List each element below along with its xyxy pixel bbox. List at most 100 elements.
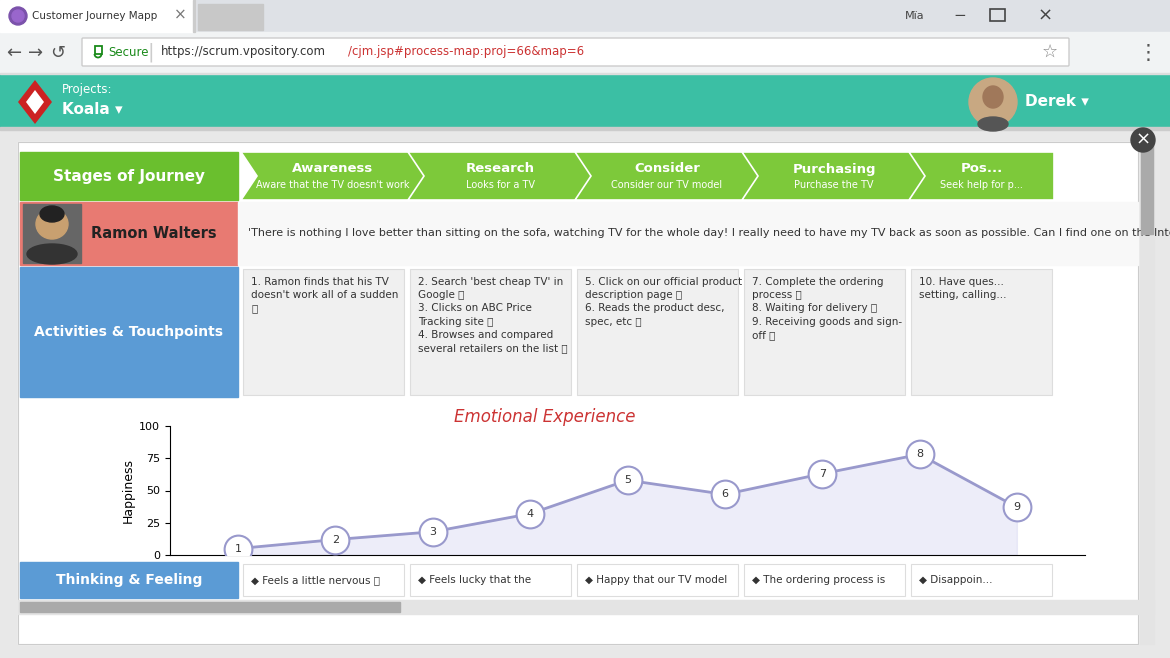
Bar: [911, 564, 1052, 596]
Polygon shape: [241, 152, 425, 200]
Bar: [0, 74, 1170, 130]
Text: ×: ×: [1038, 7, 1053, 25]
Polygon shape: [26, 90, 44, 114]
Text: 7: 7: [819, 468, 826, 479]
Bar: [410, 269, 571, 395]
Circle shape: [1131, 128, 1155, 152]
Text: 6: 6: [722, 490, 729, 499]
Bar: [18, 142, 1138, 644]
Ellipse shape: [40, 206, 64, 222]
Bar: [243, 564, 404, 596]
Bar: [744, 269, 906, 395]
Text: ◆ The ordering process is: ◆ The ordering process is: [752, 575, 886, 585]
Bar: [911, 269, 1052, 395]
Polygon shape: [742, 152, 925, 200]
Text: https://scrum.vpository.com: https://scrum.vpository.com: [161, 45, 326, 59]
Text: 1. Ramon finds that his TV
doesn't work all of a sudden
⌗: 1. Ramon finds that his TV doesn't work …: [252, 277, 398, 313]
Text: ←: ←: [7, 44, 21, 62]
Text: →: →: [28, 44, 43, 62]
Text: 5: 5: [624, 475, 631, 485]
Ellipse shape: [27, 244, 77, 264]
Text: 9: 9: [1013, 502, 1020, 513]
Polygon shape: [574, 152, 759, 200]
Bar: [577, 564, 738, 596]
Text: 4: 4: [526, 509, 534, 519]
Text: ×: ×: [173, 7, 186, 22]
Bar: [20, 152, 238, 200]
Text: Thinking & Feeling: Thinking & Feeling: [56, 573, 202, 587]
Circle shape: [9, 7, 27, 25]
Bar: [198, 4, 263, 30]
Text: Emotional Experience: Emotional Experience: [454, 408, 635, 426]
Text: Activities & Touchpoints: Activities & Touchpoints: [34, 325, 223, 339]
Text: Customer Journey Mapp: Customer Journey Mapp: [32, 11, 157, 21]
Text: Purchase the TV: Purchase the TV: [794, 180, 874, 190]
Bar: [18, 600, 1154, 614]
Polygon shape: [909, 152, 1054, 200]
Text: Seek help for p...: Seek help for p...: [940, 180, 1023, 190]
Text: Pos...: Pos...: [961, 163, 1003, 176]
Ellipse shape: [983, 86, 1003, 108]
Circle shape: [12, 10, 25, 22]
Bar: [1141, 144, 1152, 234]
Text: ◆ Feels a little nervous ⌗: ◆ Feels a little nervous ⌗: [252, 575, 380, 585]
Bar: [0, 73, 1170, 74]
Text: Consider our TV model: Consider our TV model: [612, 180, 723, 190]
Bar: [990, 9, 1005, 21]
Text: Projects:: Projects:: [62, 84, 112, 97]
Text: Stages of Journey: Stages of Journey: [53, 168, 205, 184]
Text: 2: 2: [332, 534, 339, 545]
Text: 'There is nothing I love better than sitting on the sofa, watching TV for the wh: 'There is nothing I love better than sit…: [248, 228, 1170, 238]
Circle shape: [969, 78, 1017, 126]
Text: ⋮: ⋮: [1137, 43, 1158, 63]
Bar: [20, 202, 238, 265]
Polygon shape: [18, 80, 51, 124]
Bar: [0, 32, 1170, 74]
Bar: [577, 269, 738, 395]
Polygon shape: [408, 152, 592, 200]
Text: ×: ×: [1135, 131, 1150, 149]
Text: /cjm.jsp#process-map:proj=66&map=6: /cjm.jsp#process-map:proj=66&map=6: [347, 45, 584, 59]
Bar: [0, 130, 1170, 658]
Text: −: −: [954, 9, 966, 24]
Text: ◆ Disappoin...: ◆ Disappoin...: [918, 575, 992, 585]
Text: ◆ Feels lucky that the: ◆ Feels lucky that the: [418, 575, 531, 585]
Text: Aware that the TV doesn't work: Aware that the TV doesn't work: [256, 180, 410, 190]
Text: Derek ▾: Derek ▾: [1025, 95, 1089, 109]
Text: 7. Complete the ordering
process ⌗
8. Waiting for delivery ⌗
9. Receiving goods : 7. Complete the ordering process ⌗ 8. Wa…: [752, 277, 902, 340]
Text: Koala ▾: Koala ▾: [62, 101, 123, 116]
Bar: [238, 202, 1138, 265]
Text: 3: 3: [429, 527, 436, 537]
Ellipse shape: [36, 209, 68, 239]
Bar: [20, 267, 238, 397]
Text: ◆ Happy that our TV model: ◆ Happy that our TV model: [585, 575, 728, 585]
Ellipse shape: [978, 117, 1009, 131]
Text: Consider: Consider: [634, 163, 700, 176]
Bar: [243, 269, 404, 395]
Bar: [410, 564, 571, 596]
Bar: [95, 46, 102, 54]
Text: Awareness: Awareness: [292, 163, 373, 176]
Bar: [0, 0, 195, 32]
Text: 10. Have ques...
setting, calling...: 10. Have ques... setting, calling...: [918, 277, 1006, 300]
Bar: [0, 127, 1170, 130]
Text: |: |: [147, 42, 154, 62]
Bar: [193, 0, 195, 32]
Text: Secure: Secure: [108, 45, 149, 59]
Text: Looks for a TV: Looks for a TV: [466, 180, 535, 190]
Text: 1: 1: [235, 544, 242, 553]
Text: 2. Search 'best cheap TV' in
Google ⌗
3. Clicks on ABC Price
Tracking site ⌗
4. : 2. Search 'best cheap TV' in Google ⌗ 3.…: [418, 277, 567, 353]
Text: 8: 8: [916, 449, 923, 459]
Text: ☆: ☆: [1042, 43, 1058, 61]
Text: Mïa: Mïa: [906, 11, 924, 21]
Bar: [18, 142, 1138, 644]
Bar: [1140, 142, 1154, 644]
Bar: [0, 0, 1170, 32]
Text: 5. Click on our official product
description page ⌗
6. Reads the product desc,
s: 5. Click on our official product descrip…: [585, 277, 742, 326]
Bar: [744, 564, 906, 596]
Y-axis label: Happiness: Happiness: [122, 458, 135, 523]
Text: Ramon Walters: Ramon Walters: [91, 226, 216, 241]
Text: Research: Research: [466, 163, 535, 176]
Bar: [20, 562, 238, 598]
Text: ↺: ↺: [50, 44, 66, 62]
